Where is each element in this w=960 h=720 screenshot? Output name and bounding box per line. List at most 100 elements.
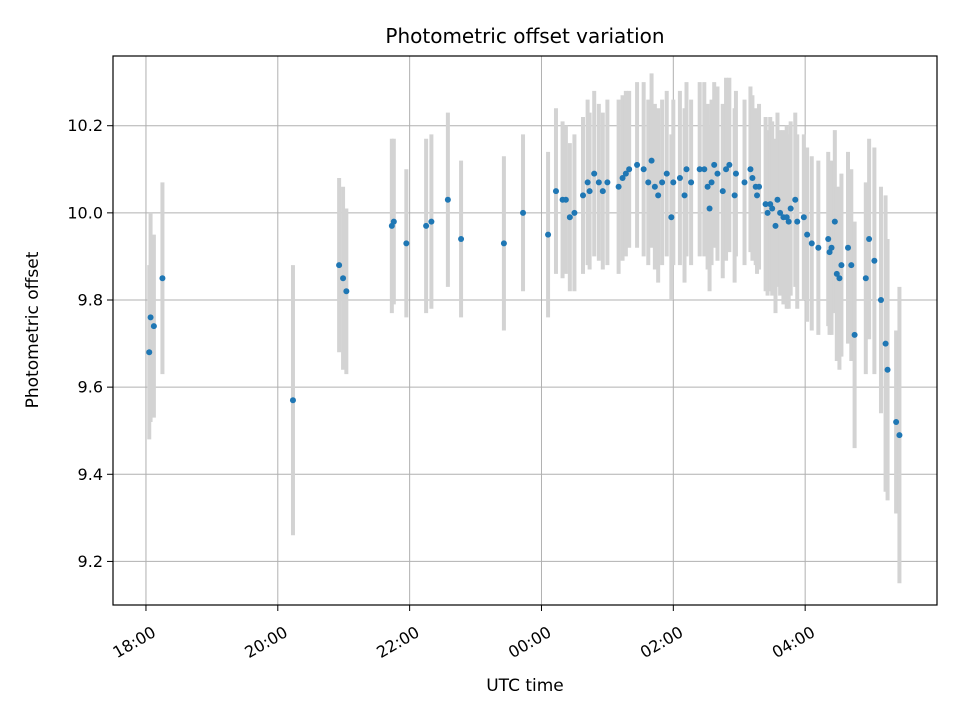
data-point bbox=[785, 218, 792, 225]
data-point bbox=[851, 331, 858, 338]
y-tick-label: 10.2 bbox=[67, 116, 103, 135]
data-point bbox=[792, 196, 799, 203]
data-point bbox=[893, 419, 900, 425]
data-point bbox=[749, 175, 756, 181]
data-point bbox=[340, 275, 347, 282]
data-point bbox=[825, 236, 832, 242]
data-point bbox=[562, 196, 569, 203]
data-point bbox=[591, 170, 598, 177]
data-point bbox=[552, 188, 559, 195]
data-point bbox=[659, 179, 666, 186]
data-point bbox=[871, 257, 878, 264]
data-point bbox=[808, 240, 815, 247]
data-point bbox=[343, 288, 350, 295]
data-point bbox=[668, 214, 675, 221]
data-point bbox=[458, 236, 465, 242]
data-point bbox=[423, 222, 430, 229]
data-point bbox=[800, 214, 807, 221]
data-point bbox=[634, 161, 641, 168]
data-point bbox=[615, 183, 622, 190]
data-point bbox=[777, 209, 784, 216]
data-point bbox=[732, 170, 739, 177]
data-point bbox=[648, 157, 655, 164]
data-point bbox=[645, 179, 652, 186]
data-point bbox=[714, 170, 721, 177]
data-point bbox=[845, 244, 852, 251]
data-point bbox=[794, 218, 801, 225]
data-point bbox=[696, 166, 703, 173]
data-point bbox=[403, 240, 410, 247]
data-point bbox=[670, 179, 677, 186]
data-point bbox=[500, 240, 507, 247]
data-point bbox=[336, 262, 343, 269]
data-point bbox=[866, 236, 873, 242]
data-point bbox=[688, 179, 695, 186]
y-tick-label: 9.8 bbox=[78, 291, 103, 310]
data-point bbox=[663, 170, 670, 177]
y-axis-ticks: 9.2 9.4 9.6 9.8 10.0 10.2 bbox=[67, 116, 113, 571]
data-point bbox=[704, 183, 711, 190]
data-point bbox=[815, 244, 822, 251]
data-point bbox=[884, 366, 891, 373]
data-point bbox=[676, 175, 683, 181]
data-points bbox=[146, 157, 903, 439]
data-point bbox=[848, 262, 855, 269]
data-point bbox=[708, 179, 715, 186]
data-point bbox=[571, 209, 578, 216]
y-tick-label: 9.2 bbox=[78, 552, 103, 571]
data-point bbox=[831, 218, 838, 225]
y-tick-label: 10.0 bbox=[67, 203, 103, 222]
data-point bbox=[747, 166, 754, 173]
data-point bbox=[655, 192, 662, 199]
data-point bbox=[774, 196, 781, 203]
data-point bbox=[772, 222, 779, 229]
data-point bbox=[764, 209, 771, 216]
data-point bbox=[428, 218, 435, 225]
data-point bbox=[723, 166, 730, 173]
data-point bbox=[719, 188, 726, 195]
data-point bbox=[683, 166, 690, 173]
data-point bbox=[289, 397, 296, 404]
data-point bbox=[862, 275, 869, 282]
data-point bbox=[580, 192, 587, 199]
data-point bbox=[701, 166, 708, 173]
data-point bbox=[626, 166, 633, 173]
data-point bbox=[877, 297, 884, 303]
data-point bbox=[804, 231, 811, 238]
data-point bbox=[147, 314, 154, 321]
data-point bbox=[706, 205, 713, 212]
data-point bbox=[390, 218, 397, 225]
data-point bbox=[159, 275, 166, 282]
data-point bbox=[833, 270, 840, 277]
data-point bbox=[444, 196, 451, 203]
data-point bbox=[769, 205, 776, 212]
data-point bbox=[545, 231, 552, 238]
data-point bbox=[731, 192, 738, 199]
data-point bbox=[619, 175, 626, 181]
data-point bbox=[836, 275, 843, 282]
y-axis-label: Photometric offset bbox=[23, 251, 43, 408]
data-point bbox=[599, 188, 606, 195]
data-point bbox=[741, 179, 748, 186]
data-point bbox=[640, 166, 647, 173]
data-point bbox=[681, 192, 688, 199]
y-tick-label: 9.6 bbox=[78, 378, 103, 397]
data-point bbox=[828, 244, 835, 251]
data-point bbox=[756, 183, 763, 190]
data-point bbox=[150, 323, 157, 330]
data-point bbox=[584, 179, 591, 186]
data-point bbox=[586, 188, 593, 195]
data-point bbox=[651, 183, 658, 190]
plot-frame bbox=[112, 55, 938, 606]
data-point bbox=[754, 192, 761, 199]
chart-title: Photometric offset variation bbox=[385, 24, 664, 48]
y-tick-label: 9.4 bbox=[78, 465, 103, 484]
data-point bbox=[566, 214, 573, 221]
data-point bbox=[896, 432, 903, 439]
data-point bbox=[622, 170, 629, 177]
data-point bbox=[520, 209, 527, 216]
data-point bbox=[604, 179, 611, 186]
data-point bbox=[762, 201, 769, 208]
